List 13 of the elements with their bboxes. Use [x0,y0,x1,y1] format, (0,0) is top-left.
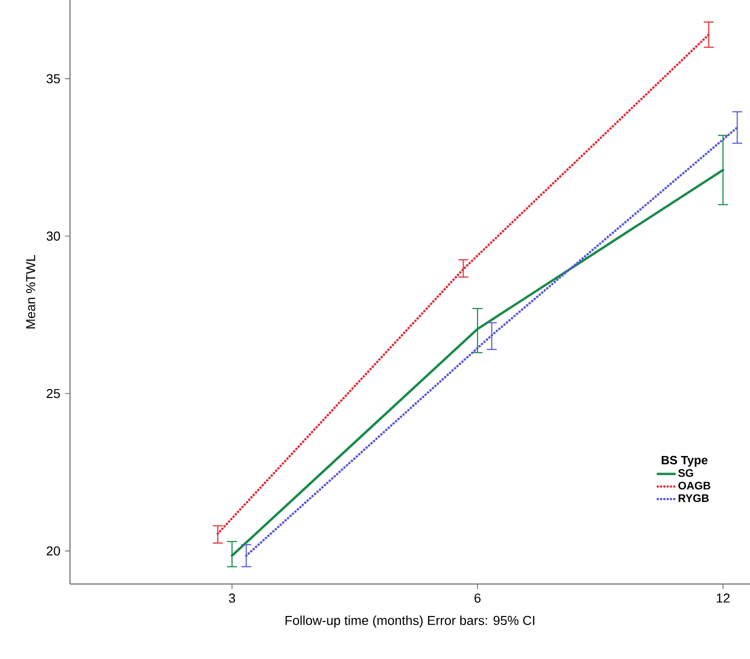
x-tick-label: 3 [228,594,236,603]
legend-label: SG [678,469,694,477]
legend-title: BS Type [662,456,708,467]
y-axis-title: Mean %TWL [26,255,36,328]
legend-label: RYGB [678,494,709,502]
y-tick-label: 35 [46,74,60,84]
y-tick-label: 30 [46,232,60,241]
y-tick-label: 25 [46,388,60,398]
x-tick-label: 12 [716,594,730,603]
x-tick-label: 6 [474,594,481,603]
legend-label: OAGB [678,482,710,490]
y-tick-label: 20 [46,546,60,556]
x-axis-title: Follow-up time (months) Error bars: 95% CI [286,616,534,628]
